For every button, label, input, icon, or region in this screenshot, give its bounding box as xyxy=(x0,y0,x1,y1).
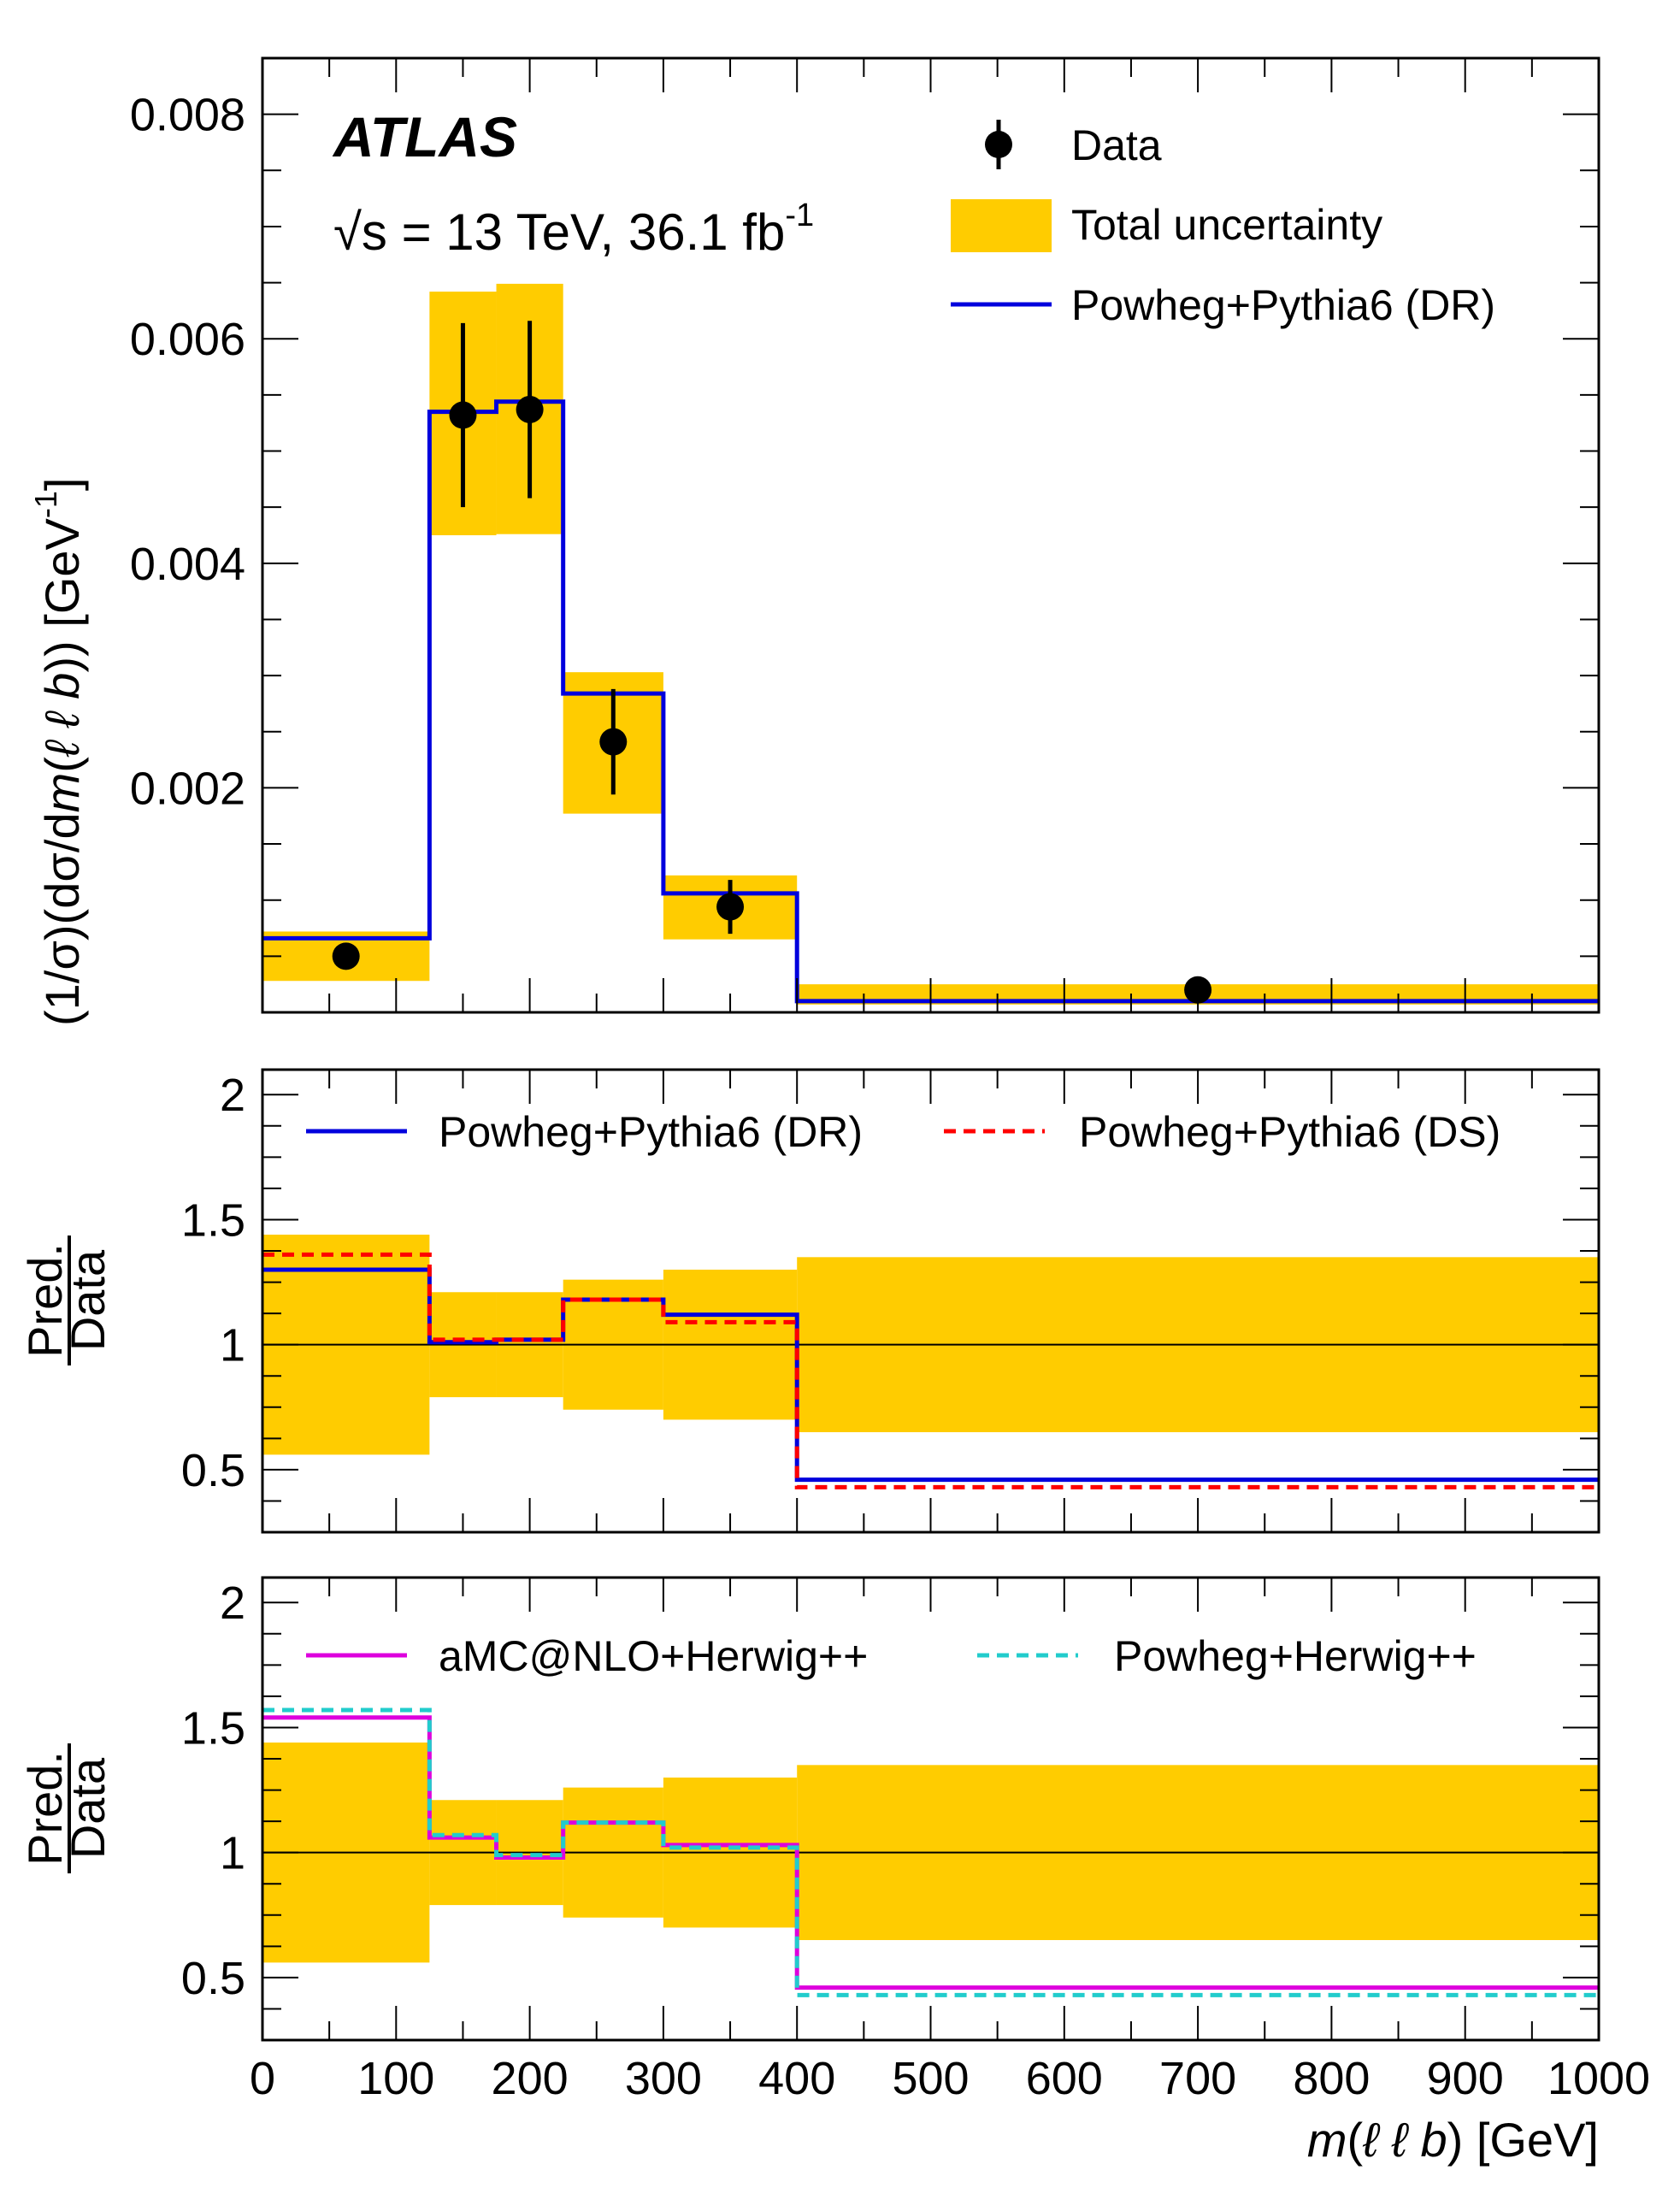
data-point-3 xyxy=(599,728,628,756)
data-point-0 xyxy=(332,942,360,970)
y-tick-label: 0.004 xyxy=(130,539,245,590)
series-line-1 xyxy=(262,1707,1599,1997)
data-points xyxy=(332,321,1212,1004)
x-tick-label: 700 xyxy=(1159,2053,1236,2104)
energy-lumi-label: √s = 13 TeV, 36.1 fb-1 xyxy=(333,198,814,261)
legend-herwig-label: Powheg+Herwig++ xyxy=(1114,1632,1477,1680)
y-axis-title-numerator: Pred. xyxy=(18,1243,72,1358)
plot-frame xyxy=(261,56,1600,1014)
legend-amc-label: aMC@NLO+Herwig++ xyxy=(439,1632,868,1680)
x-tick-label: 300 xyxy=(625,2053,702,2104)
y-tick-label: 1 xyxy=(220,1828,245,1879)
x-tick-label: 900 xyxy=(1427,2053,1504,2104)
plot-frame xyxy=(261,1576,1600,2042)
y-tick-label: 1.5 xyxy=(181,1194,245,1246)
legend-ds-label: Powheg+Pythia6 (DS) xyxy=(1079,1108,1500,1156)
main-panel: 0.002 0.004 0.006 0.008 ATLAS √s = 13 TeV, … xyxy=(28,56,1600,1026)
prediction-lines xyxy=(262,399,1599,1004)
axis-ticks: 0.5 1 1.5 2 0 100 200 300 400 500 600 700 800 900 1000 xyxy=(181,1578,1650,2104)
x-tick-label: 400 xyxy=(758,2053,835,2104)
legend: Data Total uncertainty Powheg+Pythia6 (D… xyxy=(951,120,1495,329)
legend-band-swatch xyxy=(951,199,1052,252)
data-point-4 xyxy=(716,893,745,921)
x-tick-label: 200 xyxy=(492,2053,569,2104)
y-axis-title-denominator: Data xyxy=(61,1249,115,1351)
y-axis-title: (1/σ)(dσ/dm(ℓ ℓ b)) [GeV-1] xyxy=(28,478,89,1026)
y-axis-title: Pred. Data xyxy=(18,1743,115,1873)
legend-data-marker xyxy=(985,131,1012,158)
y-axis-title-denominator: Data xyxy=(61,1757,115,1859)
y-tick-label: 2 xyxy=(220,1578,245,1629)
legend-dr-label: Powheg+Pythia6 (DR) xyxy=(1071,281,1495,329)
plot-frame xyxy=(261,1068,1600,1534)
prediction-lines xyxy=(262,1707,1599,1997)
legend-dr-label: Powheg+Pythia6 (DR) xyxy=(439,1108,863,1156)
data-point-1 xyxy=(449,401,477,429)
y-tick-label: 0.006 xyxy=(130,314,245,365)
x-tick-label: 600 xyxy=(1026,2053,1103,2104)
x-tick-label: 100 xyxy=(357,2053,434,2104)
series-line-1 xyxy=(262,1252,1599,1489)
y-tick-label: 2 xyxy=(220,1070,245,1121)
prediction-lines xyxy=(262,1252,1599,1489)
x-axis-title: m(ℓ ℓ b) [GeV] xyxy=(1307,2113,1599,2167)
ratio-panel-pythia: 0.5 1 1.5 2 Powheg+Pythia6 (DR) Powheg+Pyth… xyxy=(18,1068,1600,1534)
y-tick-label: 0.5 xyxy=(181,1953,245,2004)
x-tick-label: 0 xyxy=(250,2053,275,2104)
y-tick-label: 1.5 xyxy=(181,1702,245,1754)
y-axis-title-numerator: Pred. xyxy=(18,1751,72,1866)
y-tick-label: 0.002 xyxy=(130,763,245,814)
y-tick-label: 1 xyxy=(220,1320,245,1371)
ratio-panel-herwig: 0.5 1 1.5 2 0 100 200 300 400 500 600 700 800 900 1000… xyxy=(18,1576,1650,2167)
y-axis-title: Pred. Data xyxy=(18,1236,115,1365)
x-tick-label: 500 xyxy=(892,2053,969,2104)
legend: Powheg+Pythia6 (DR) Powheg+Pythia6 (DS) xyxy=(306,1108,1500,1156)
experiment-label: ATLAS xyxy=(332,105,517,168)
legend-band-label: Total uncertainty xyxy=(1071,201,1382,249)
x-tick-label: 1000 xyxy=(1547,2053,1650,2104)
data-point-2 xyxy=(516,395,544,423)
axis-ticks: 0.002 0.004 0.006 0.008 xyxy=(130,57,1600,1013)
legend-data-label: Data xyxy=(1071,121,1162,169)
legend: aMC@NLO+Herwig++ Powheg+Herwig++ xyxy=(306,1632,1477,1680)
x-tick-label: 800 xyxy=(1293,2053,1370,2104)
y-tick-label: 0.008 xyxy=(130,90,245,141)
series-line-0 xyxy=(262,399,1599,1004)
y-tick-label: 0.5 xyxy=(181,1445,245,1496)
